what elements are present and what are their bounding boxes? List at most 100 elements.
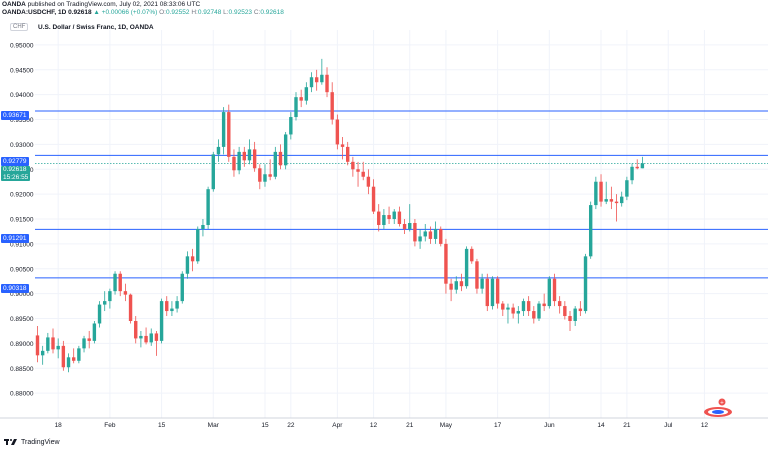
time-tick-label: 17: [494, 422, 502, 429]
candle-body: [77, 348, 81, 361]
candle-body: [237, 151, 241, 171]
candle-body: [356, 169, 360, 172]
price-tick-label: 0.94000: [10, 92, 34, 99]
candle-body: [454, 281, 458, 290]
candle-body: [221, 112, 226, 147]
low-value: 0.92523: [228, 9, 253, 16]
price-tick-label: 0.93500: [10, 117, 34, 124]
tradingview-logo-icon: [4, 439, 17, 445]
candle-body: [433, 228, 438, 239]
candle-body: [418, 236, 422, 242]
candle-body: [583, 256, 588, 312]
candle-body: [97, 304, 102, 324]
currency-badge[interactable]: CHF: [10, 23, 29, 31]
candle-body: [459, 281, 464, 287]
candle-body: [185, 256, 190, 274]
candle-body: [614, 201, 619, 204]
candle-body: [170, 308, 174, 312]
time-tick-label: 21: [406, 422, 414, 429]
candle-body: [165, 301, 169, 312]
candle-body: [314, 77, 319, 83]
candle-body: [475, 261, 479, 289]
level-tag-1: 0.93671: [1, 111, 29, 120]
candle-body: [92, 323, 97, 341]
candle-body: [66, 357, 71, 368]
candle-body: [206, 189, 210, 225]
time-tick-label: 12: [370, 422, 378, 429]
candle-body: [201, 224, 205, 229]
candle-body: [309, 77, 314, 88]
candle-body: [346, 146, 350, 162]
price-tick-label: 0.92000: [10, 192, 34, 199]
candle-body: [108, 291, 112, 302]
candle-body: [402, 224, 407, 229]
candle-body: [330, 92, 334, 120]
candle-body: [134, 321, 138, 339]
time-tick-label: Mar: [208, 422, 220, 429]
candle-body: [449, 283, 453, 290]
candle-body: [640, 163, 645, 169]
candle-body: [273, 151, 278, 177]
candle-body: [552, 278, 557, 302]
candle-body: [490, 278, 495, 307]
low-label: L:: [223, 9, 229, 16]
candle-body: [526, 301, 531, 312]
candle-body: [242, 151, 246, 161]
candle-body: [252, 149, 257, 169]
candle-body: [128, 294, 133, 321]
open-label: O:: [159, 9, 166, 16]
candle-body: [599, 181, 603, 202]
candle-body: [159, 301, 164, 341]
time-tick-label: 22: [287, 422, 295, 429]
svg-text:+: +: [720, 400, 724, 406]
candle-body: [247, 149, 252, 161]
candle-body: [113, 273, 117, 292]
candle-body: [470, 248, 474, 262]
time-tick-label: 12: [701, 422, 709, 429]
candle-body: [594, 181, 598, 206]
candle-body: [268, 174, 272, 177]
price-tick-label: 0.88000: [10, 391, 34, 398]
chart-grid: [35, 30, 768, 418]
candle-body: [144, 335, 148, 343]
countdown-value: 15:26:55: [3, 173, 29, 181]
price-change: ▲ +0.00066 (+0.07%): [93, 9, 158, 16]
candle-body: [532, 311, 536, 319]
publisher-name: OANDA: [2, 1, 26, 8]
candle-body: [537, 303, 541, 319]
candle-body: [149, 333, 153, 343]
last-price-tag: 0.92618 15:26:55: [1, 166, 31, 181]
candle-body: [51, 337, 55, 350]
candle-body: [444, 243, 448, 284]
candle-body: [557, 301, 562, 307]
last-price: 0.92618: [68, 9, 92, 16]
candle-body: [578, 308, 583, 312]
candle-body: [227, 112, 231, 157]
candle-body: [588, 205, 593, 257]
candle-body: [283, 134, 288, 166]
horizontal-levels: [35, 110, 768, 279]
candle-body: [392, 211, 396, 220]
candle-body: [382, 215, 386, 225]
time-tick-label: 15: [261, 422, 269, 429]
price-tick-label: 0.93000: [10, 142, 34, 149]
candle-body: [71, 357, 76, 361]
candle-body: [511, 307, 515, 314]
candle-body: [439, 228, 443, 244]
time-tick-label: Jul: [664, 422, 673, 429]
candle-body: [35, 335, 40, 356]
price-axis: 0.88000 0.88500 0.89000 0.89500 0.90000 0.905…: [10, 42, 34, 397]
candle-body: [408, 223, 412, 229]
last-price-value: 0.92618: [3, 166, 27, 173]
candle-body: [196, 228, 200, 262]
candle-body: [46, 337, 50, 351]
candle-body: [294, 97, 298, 118]
chart-title: U.S. Dollar / Swiss Franc, 1D, OANDA: [38, 24, 154, 31]
price-tick-label: 0.94500: [10, 67, 34, 74]
candle-body: [485, 278, 489, 307]
price-tick-label: 0.90000: [10, 291, 34, 298]
time-tick-label: 14: [597, 422, 605, 429]
candle-body: [516, 311, 521, 314]
candle-body: [263, 174, 267, 182]
